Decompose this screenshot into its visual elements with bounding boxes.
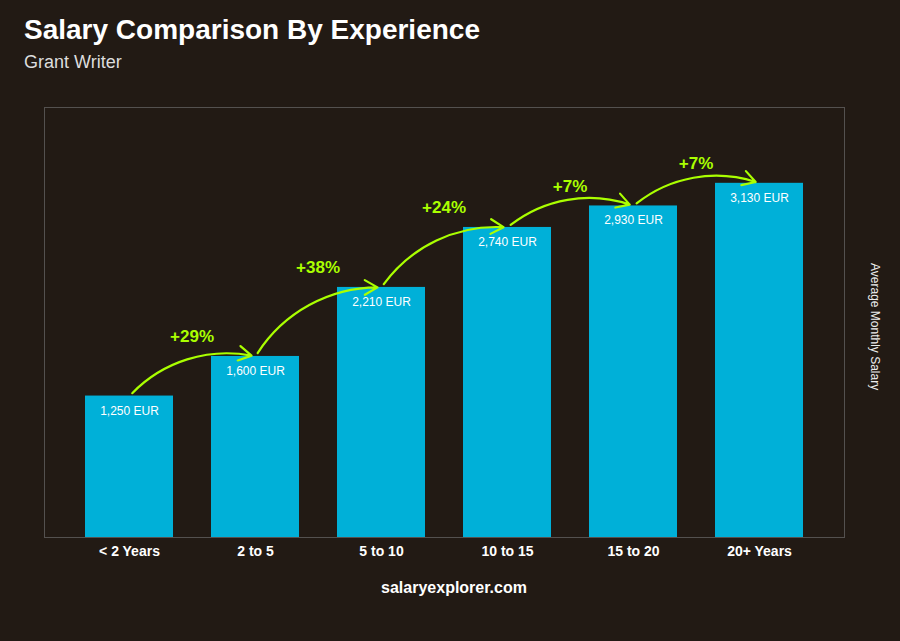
svg-text:+29%: +29%: [170, 327, 214, 346]
svg-text:3,130 EUR: 3,130 EUR: [730, 191, 789, 205]
html-text:Grant Writer: Grant Writer: [24, 52, 122, 72]
html-text:Average Monthly Salary: Average Monthly Salary: [868, 263, 882, 391]
svg-text:+38%: +38%: [296, 258, 340, 277]
svg-text:15 to 20: 15 to 20: [607, 543, 659, 559]
svg-text:5 to 10: 5 to 10: [359, 543, 404, 559]
svg-text:< 2 Years: < 2 Years: [99, 543, 160, 559]
svg-text:20+ Years: 20+ Years: [727, 543, 792, 559]
html-text:Salary Comparison By Experienc: Salary Comparison By Experience: [24, 14, 480, 45]
svg-text:+7%: +7%: [553, 177, 588, 196]
html-text:salaryexplorer.com: salaryexplorer.com: [381, 579, 527, 596]
svg-text:2,210 EUR: 2,210 EUR: [352, 295, 411, 309]
svg-text:2,930 EUR: 2,930 EUR: [604, 213, 663, 227]
svg-text:10 to 15: 10 to 15: [481, 543, 533, 559]
svg-text:1,250 EUR: 1,250 EUR: [100, 404, 159, 418]
svg-text:2 to 5: 2 to 5: [237, 543, 274, 559]
svg-text:2,740 EUR: 2,740 EUR: [478, 235, 537, 249]
svg-text:+24%: +24%: [422, 198, 466, 217]
svg-text:+7%: +7%: [679, 154, 714, 173]
svg-text:1,600 EUR: 1,600 EUR: [226, 364, 285, 378]
